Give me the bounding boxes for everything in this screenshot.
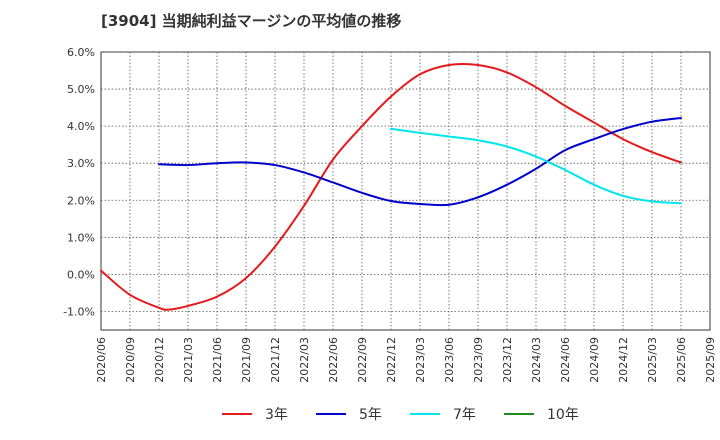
legend-label: 3年 (265, 407, 288, 423)
x-tick-label: 2021/12 (269, 337, 282, 383)
x-tick-label: 2021/06 (211, 337, 224, 383)
series-line-1 (100, 62, 682, 311)
x-tick-label: 2022/09 (356, 337, 369, 383)
x-axis-ticks: 2020/06 2020/09 2020/12 2021/03 2021/06 2021/… (95, 337, 717, 383)
x-tick-label: 2023/06 (443, 337, 456, 383)
y-tick-label: 5.0% (67, 83, 95, 96)
x-tick-label: 2022/03 (298, 337, 311, 383)
legend-label: 10年 (547, 407, 579, 423)
y-tick-label: 2.0% (67, 194, 95, 207)
y-tick-label: 0.0% (67, 268, 95, 281)
x-tick-label: 2020/09 (124, 337, 137, 383)
x-tick-label: 2021/03 (182, 337, 195, 383)
x-tick-label: 2022/06 (327, 337, 340, 383)
x-tick-label: 2025/06 (675, 337, 688, 383)
series-line-3 (390, 127, 682, 205)
x-tick-label: 2022/12 (385, 337, 398, 383)
y-tick-label: 6.0% (67, 46, 95, 59)
series-lines (100, 62, 682, 311)
legend: 3年 5年 7年 10年 (222, 407, 579, 423)
y-tick-label: -1.0% (63, 305, 95, 318)
x-tick-label: 2023/03 (414, 337, 427, 383)
y-tick-label: 3.0% (67, 157, 95, 170)
x-tick-label: 2023/09 (472, 337, 485, 383)
x-tick-label: 2025/03 (646, 337, 659, 383)
legend-label: 7年 (453, 407, 476, 423)
x-tick-label: 2024/09 (588, 337, 601, 383)
x-tick-label: 2024/12 (617, 337, 630, 383)
x-tick-label: 2020/06 (95, 337, 108, 383)
x-tick-label: 2025/09 (704, 337, 717, 383)
y-tick-label: 1.0% (67, 231, 95, 244)
plot-area (100, 51, 711, 331)
y-tick-label: 4.0% (67, 120, 95, 133)
chart-title: [3904] 当期純利益マージンの平均値の推移 (101, 12, 402, 30)
x-tick-label: 2021/09 (240, 337, 253, 383)
x-tick-label: 2024/03 (530, 337, 543, 383)
legend-label: 5年 (359, 407, 382, 423)
series-line-2 (158, 116, 682, 207)
x-tick-label: 2024/06 (559, 337, 572, 383)
x-tick-label: 2023/12 (501, 337, 514, 383)
grid (101, 51, 710, 330)
x-tick-label: 2020/12 (153, 337, 166, 383)
y-axis-ticks: 6.0% 5.0% 4.0% 3.0% 2.0% 1.0% 0.0% -1.0% (63, 46, 95, 318)
